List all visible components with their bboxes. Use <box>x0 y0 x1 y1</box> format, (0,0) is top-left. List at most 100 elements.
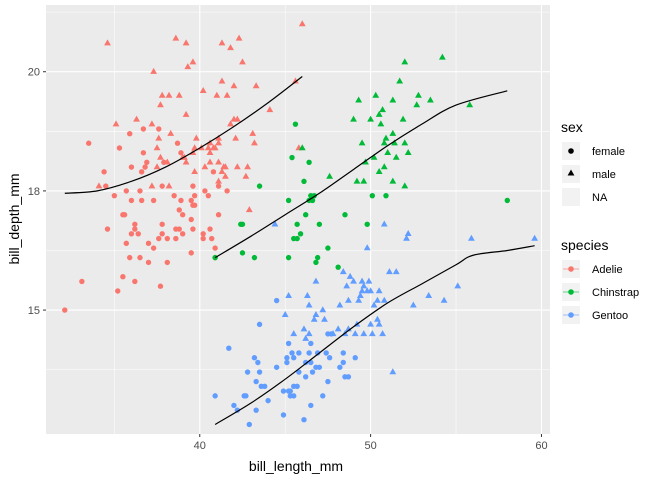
data-point-gentoo-male <box>358 277 366 284</box>
data-point-gentoo-female <box>284 355 290 361</box>
data-point-chinstrap-male <box>360 177 368 184</box>
data-point-gentoo-male <box>454 282 462 289</box>
data-point-chinstrap-male <box>372 91 380 98</box>
data-point-gentoo-female <box>291 355 297 361</box>
data-point-adelie-female <box>135 231 141 237</box>
data-point-adelie-male <box>189 58 197 65</box>
data-point-chinstrap-male <box>396 77 404 84</box>
data-point-chinstrap-male <box>404 148 412 155</box>
data-point-adelie-male <box>251 139 258 146</box>
data-point-gentoo-male <box>368 330 376 337</box>
data-point-chinstrap-male <box>389 177 397 184</box>
data-point-adelie-female <box>164 259 171 266</box>
smooth-line-adelie <box>64 76 303 194</box>
data-point-gentoo-male <box>375 287 383 294</box>
data-point-chinstrap-female <box>342 212 348 218</box>
data-point-adelie-female <box>205 192 212 199</box>
data-point-gentoo-female <box>345 374 352 380</box>
data-point-gentoo-female <box>301 417 307 423</box>
data-point-adelie-male <box>221 172 229 179</box>
data-point-chinstrap-male <box>370 153 378 160</box>
data-point-gentoo-female <box>253 407 259 413</box>
data-point-gentoo-female <box>256 321 263 328</box>
data-point-gentoo-male <box>531 234 539 241</box>
data-point-chinstrap-female <box>302 212 309 218</box>
data-point-chinstrap-female <box>369 192 376 199</box>
data-point-gentoo-female <box>340 350 346 356</box>
data-point-adelie-male <box>167 129 175 136</box>
data-point-gentoo-male <box>392 268 400 275</box>
data-point-gentoo-female <box>273 297 280 304</box>
data-point-chinstrap-female <box>504 197 510 204</box>
legend-label-male: male <box>592 169 616 181</box>
data-point-adelie-female <box>210 169 217 175</box>
data-point-adelie-male <box>215 134 222 141</box>
y-axis-title: bill_depth_mm <box>6 173 22 264</box>
data-point-gentoo-male <box>334 325 342 332</box>
data-point-adelie-female <box>116 145 123 151</box>
data-point-adelie-male <box>165 182 173 189</box>
data-point-adelie-male <box>158 91 166 98</box>
data-point-gentoo-female <box>291 393 297 399</box>
data-point-adelie-male <box>266 106 274 113</box>
data-point-adelie-male <box>148 182 156 189</box>
data-point-chinstrap-male <box>355 96 363 103</box>
data-point-adelie-male <box>165 91 173 98</box>
data-point-adelie-male <box>223 91 231 98</box>
data-point-gentoo-male <box>319 306 327 313</box>
data-point-adelie-female <box>123 188 129 194</box>
data-point-adelie-female <box>174 140 181 146</box>
data-point-chinstrap-male <box>391 139 398 146</box>
legend-sex: sex female male NA <box>561 119 625 206</box>
data-point-gentoo-female <box>296 369 302 375</box>
data-point-adelie-female <box>121 212 128 218</box>
data-point-chinstrap-female <box>316 221 323 227</box>
data-point-adelie-male <box>298 20 306 27</box>
data-point-adelie-male <box>182 39 190 46</box>
data-point-adelie-female <box>140 150 147 156</box>
data-point-chinstrap-male <box>326 172 334 179</box>
smooth-line-chinstrap <box>214 90 508 259</box>
data-point-chinstrap-female <box>294 235 300 242</box>
data-point-gentoo-male <box>370 301 378 308</box>
data-point-adelie-male <box>148 120 156 127</box>
data-point-adelie-male <box>175 91 183 98</box>
data-point-adelie-female <box>179 212 186 218</box>
data-point-adelie-male <box>153 163 161 170</box>
data-point-adelie-male <box>182 158 190 165</box>
data-point-adelie-male <box>206 148 214 155</box>
data-point-adelie-female <box>145 259 152 266</box>
data-point-gentoo-male <box>468 234 475 241</box>
data-point-adelie-male <box>157 101 164 108</box>
data-point-chinstrap-male <box>380 139 388 146</box>
data-point-gentoo-female <box>302 359 309 366</box>
data-point-adelie-female <box>188 197 194 204</box>
data-point-adelie-male <box>95 182 103 189</box>
data-point-gentoo-male <box>360 330 368 337</box>
data-point-chinstrap-male <box>353 177 361 184</box>
data-point-chinstrap-male <box>401 58 409 65</box>
data-point-adelie-female <box>103 183 109 189</box>
data-point-chinstrap-male <box>389 129 397 136</box>
data-point-gentoo-male <box>302 334 310 341</box>
data-point-chinstrap-male <box>380 163 388 170</box>
data-point-chinstrap-male <box>401 182 409 189</box>
legend-dot-adelie-icon <box>568 266 574 272</box>
data-point-gentoo-male <box>303 291 311 298</box>
data-point-chinstrap-female <box>364 221 370 227</box>
data-point-adelie-female <box>191 192 198 199</box>
data-point-adelie-male <box>133 115 140 122</box>
data-point-adelie-female <box>215 212 222 218</box>
data-point-chinstrap-male <box>382 134 390 141</box>
x-tick-label: 40 <box>194 440 206 452</box>
data-point-gentoo-male <box>380 296 388 303</box>
data-point-gentoo-male <box>290 330 298 337</box>
data-point-gentoo-male <box>374 315 381 322</box>
data-point-chinstrap-female <box>285 197 292 204</box>
data-point-adelie-male <box>213 91 221 98</box>
data-point-gentoo-female <box>251 355 258 361</box>
data-point-chinstrap-male <box>379 106 386 113</box>
legend-label-na: NA <box>592 192 608 204</box>
data-point-gentoo-female <box>320 393 326 399</box>
data-point-gentoo-male <box>440 296 448 303</box>
